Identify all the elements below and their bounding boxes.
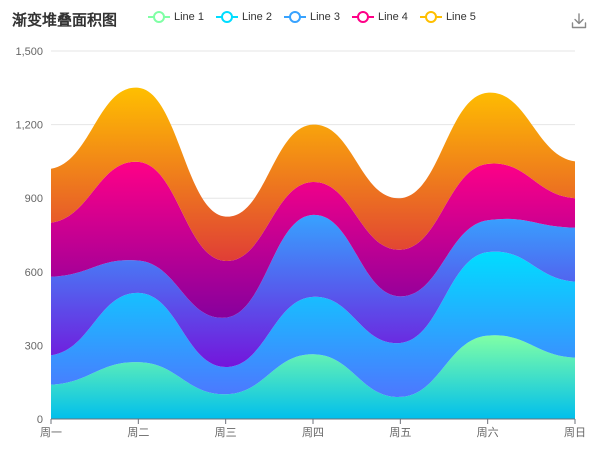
legend-item-line-1[interactable]: Line 1: [148, 10, 204, 24]
area-series-5[interactable]: [51, 87, 575, 262]
x-tick-label: 周五: [389, 426, 411, 439]
legend-label: Line 4: [377, 11, 408, 23]
legend-marker-icon: [148, 10, 170, 24]
chart-title: 渐变堆叠面积图: [12, 11, 118, 29]
x-tick-label: 周日: [564, 426, 586, 439]
legend-marker-icon: [215, 10, 238, 24]
y-tick-label: 0: [37, 414, 43, 426]
x-tick-label: 周三: [215, 426, 237, 439]
y-tick-label: 300: [25, 340, 43, 352]
legend-label: Line 1: [174, 11, 204, 23]
legend-item-line-2[interactable]: Line 2: [215, 10, 272, 24]
legend-marker-icon: [351, 10, 374, 24]
legend-marker-icon: [419, 10, 442, 24]
y-tick-label: 900: [25, 193, 43, 205]
x-tick-label: 周六: [477, 426, 499, 439]
area-series-3[interactable]: [51, 214, 575, 367]
chart-legend: Line 1 Line 2 Line 3 Line 4 Line 5: [148, 10, 488, 24]
legend-item-line-4[interactable]: Line 4: [351, 10, 408, 24]
area-series-1[interactable]: [51, 335, 575, 419]
legend-label: Line 3: [309, 11, 340, 23]
y-tick-label: 1,500: [15, 46, 43, 58]
legend-label: Line 2: [241, 11, 272, 23]
download-icon[interactable]: [570, 12, 588, 30]
y-tick-label: 1,200: [15, 120, 43, 132]
y-tick-label: 600: [25, 267, 43, 279]
x-tick-label: 周一: [40, 426, 62, 439]
x-tick-label: 周四: [302, 426, 324, 439]
x-tick-label: 周二: [127, 426, 149, 439]
legend-marker-icon: [283, 10, 306, 24]
area-series-2[interactable]: [51, 251, 575, 397]
legend-label: Line 5: [445, 11, 476, 23]
area-series-4[interactable]: [51, 161, 575, 318]
legend-item-line-3[interactable]: Line 3: [283, 10, 340, 24]
legend-item-line-5[interactable]: Line 5: [419, 10, 476, 24]
